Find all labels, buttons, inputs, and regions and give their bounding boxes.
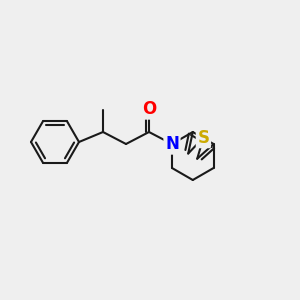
Text: N: N [165, 135, 179, 153]
Text: O: O [142, 100, 156, 118]
Text: S: S [197, 129, 209, 147]
